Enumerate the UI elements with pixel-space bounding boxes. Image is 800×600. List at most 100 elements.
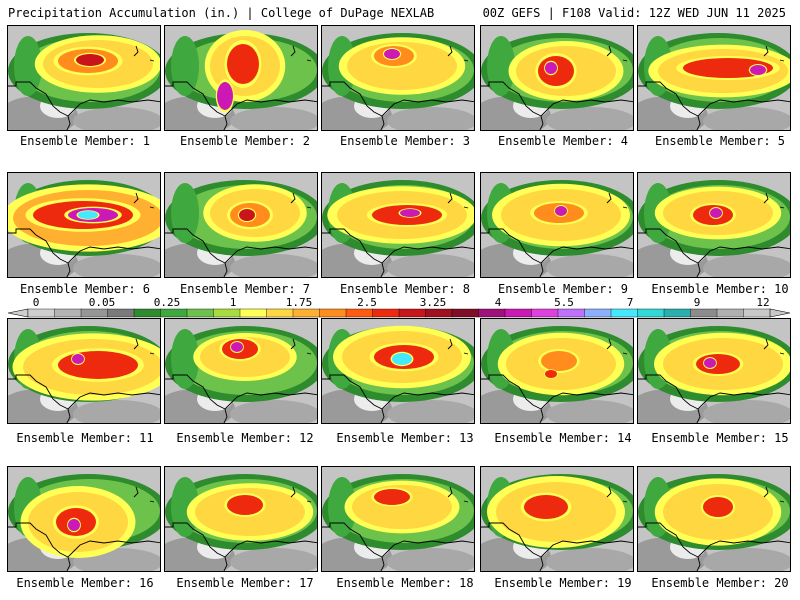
ensemble-member-label: Ensemble Member: 11 [16, 431, 154, 445]
ensemble-map-panel [637, 318, 791, 424]
ensemble-map-panel [321, 318, 475, 424]
precip-map [638, 173, 790, 277]
colorbar-swatch [398, 308, 427, 318]
colorbar-swatch [716, 308, 745, 318]
colorbar-swatch [107, 308, 135, 318]
ensemble-map-panel [321, 466, 475, 572]
ensemble-member-label: Ensemble Member: 8 [339, 282, 471, 296]
colorbar-tick-label: 1 [229, 296, 237, 309]
colorbar-swatch [743, 308, 771, 318]
precip-map [165, 173, 317, 277]
colorbar-max-arrow [769, 308, 791, 318]
precip-map [165, 26, 317, 130]
colorbar-swatch [80, 308, 109, 318]
ensemble-map-panel [164, 172, 318, 278]
precip-map [481, 173, 633, 277]
precip-colorbar: 0 0.05 0.25 1 1.75 2.5 3.25 4 5.5 7 9 12 [0, 296, 800, 322]
colorbar-swatch [663, 308, 692, 318]
ensemble-member-label: Ensemble Member: 18 [336, 576, 474, 590]
colorbar-scale [7, 308, 791, 318]
colorbar-swatch [54, 308, 82, 318]
colorbar-swatch [451, 308, 480, 318]
ensemble-map-panel [480, 25, 634, 131]
ensemble-member-label: Ensemble Member: 19 [494, 576, 632, 590]
ensemble-map-panel [637, 466, 791, 572]
ensemble-member-label: Ensemble Member: 5 [654, 134, 786, 148]
ensemble-map-panel [637, 172, 791, 278]
colorbar-swatch [637, 308, 665, 318]
precip-map [638, 319, 790, 423]
colorbar-tick-label: 9 [693, 296, 701, 309]
ensemble-map-panel [480, 318, 634, 424]
ensemble-member-label: Ensemble Member: 9 [497, 282, 629, 296]
precip-map [165, 319, 317, 423]
colorbar-swatch [690, 308, 718, 318]
ensemble-member-label: Ensemble Member: 7 [179, 282, 311, 296]
colorbar-tick-label: 0 [32, 296, 40, 309]
colorbar-tick-label: 5.5 [554, 296, 574, 309]
ensemble-member-label: Ensemble Member: 3 [339, 134, 471, 148]
ensemble-map-panel [7, 318, 161, 424]
ensemble-member-label: Ensemble Member: 4 [497, 134, 629, 148]
ensemble-map-panel [321, 25, 475, 131]
ensemble-member-label: Ensemble Member: 12 [176, 431, 314, 445]
ensemble-member-label: Ensemble Member: 20 [651, 576, 789, 590]
precip-map [322, 26, 474, 130]
precip-map [638, 26, 790, 130]
ensemble-member-label: Ensemble Member: 6 [19, 282, 151, 296]
ensemble-member-label: Ensemble Member: 1 [19, 134, 151, 148]
colorbar-tick-label: 4 [494, 296, 502, 309]
colorbar-tick-label: 2.5 [357, 296, 377, 309]
colorbar-swatch [133, 308, 162, 318]
ensemble-map-panel [7, 172, 161, 278]
colorbar-tick-label: 0.05 [88, 296, 116, 309]
colorbar-swatch [504, 308, 533, 318]
precip-map [8, 467, 160, 571]
ensemble-map-panel [164, 318, 318, 424]
ensemble-member-label: Ensemble Member: 14 [494, 431, 632, 445]
ensemble-map-panel [7, 466, 161, 572]
map-title: Precipitation Accumulation (in.) | Colle… [8, 6, 435, 20]
model-run-info: 00Z GEFS | F108 Valid: 12Z WED JUN 11 20… [482, 6, 786, 20]
colorbar-swatch [319, 308, 347, 318]
colorbar-swatch [372, 308, 400, 318]
precip-map [322, 319, 474, 423]
ensemble-map-panel [321, 172, 475, 278]
precip-map [8, 173, 160, 277]
ensemble-map-panel [637, 25, 791, 131]
precip-map [322, 173, 474, 277]
precip-map [481, 319, 633, 423]
colorbar-tick-label: 0.25 [153, 296, 181, 309]
precip-map [481, 26, 633, 130]
precip-map [8, 26, 160, 130]
colorbar-swatch [266, 308, 294, 318]
colorbar-swatch [239, 308, 268, 318]
colorbar-tick-label: 12 [756, 296, 770, 309]
precip-map [638, 467, 790, 571]
ensemble-member-label: Ensemble Member: 17 [176, 576, 314, 590]
ensemble-map-panel [480, 172, 634, 278]
precip-map [165, 467, 317, 571]
colorbar-swatch [27, 308, 56, 318]
colorbar-tick-label: 3.25 [419, 296, 447, 309]
colorbar-swatch [213, 308, 241, 318]
ensemble-member-label: Ensemble Member: 13 [336, 431, 474, 445]
ensemble-map-panel [480, 466, 634, 572]
colorbar-swatch [160, 308, 188, 318]
ensemble-map-panel [7, 25, 161, 131]
colorbar-swatch [584, 308, 612, 318]
colorbar-swatch [478, 308, 506, 318]
precip-map [322, 467, 474, 571]
ensemble-member-label: Ensemble Member: 15 [651, 431, 789, 445]
ensemble-member-label: Ensemble Member: 10 [651, 282, 789, 296]
colorbar-swatch [345, 308, 374, 318]
colorbar-swatch [531, 308, 559, 318]
colorbar-swatch [292, 308, 321, 318]
colorbar-swatch [186, 308, 215, 318]
ensemble-member-label: Ensemble Member: 2 [179, 134, 311, 148]
precip-map [481, 467, 633, 571]
colorbar-swatch [557, 308, 586, 318]
ensemble-member-label: Ensemble Member: 16 [16, 576, 154, 590]
ensemble-map-panel [164, 25, 318, 131]
precip-map [8, 319, 160, 423]
